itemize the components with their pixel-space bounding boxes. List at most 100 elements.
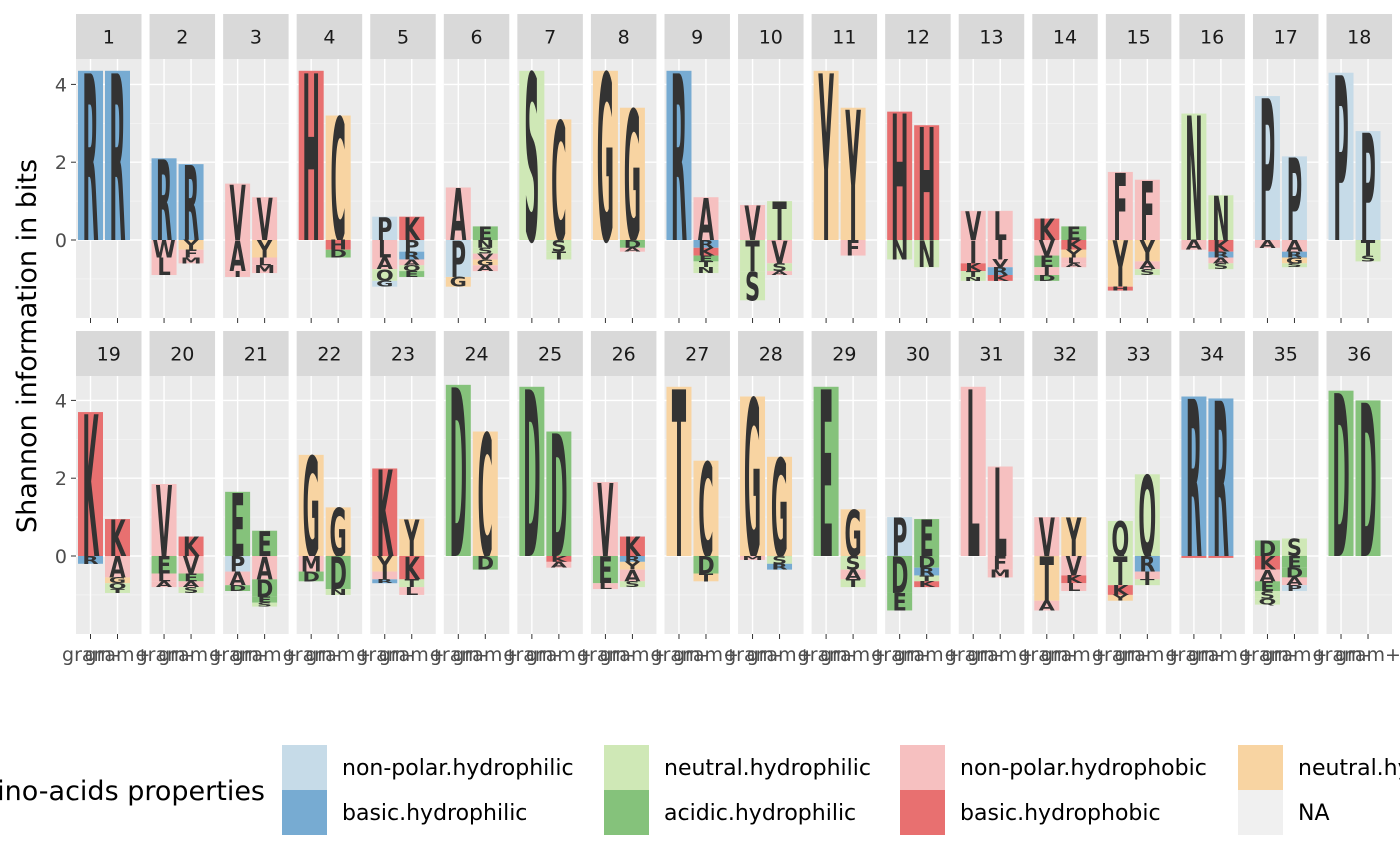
logo-letter: L (157, 254, 170, 281)
logo-letter: N (697, 266, 715, 275)
logo-letter: I (996, 235, 1004, 266)
logo-letter: V (744, 196, 761, 252)
logo-letter-bar (1134, 571, 1160, 580)
logo-letter-bar (987, 569, 1013, 578)
x-tick-label: gram+ (305, 644, 371, 666)
x-tick-label: gram- (503, 644, 560, 666)
legend-title: amino-acids properties (0, 776, 265, 807)
logo-letter: N (477, 238, 495, 250)
facet-panel: 12 HN HN (885, 14, 951, 323)
legend-key (900, 745, 945, 790)
legend: amino-acids properties non-polar.hydrophi… (0, 745, 1400, 835)
logo-letter: R (1186, 358, 1202, 609)
logo-letter-bar (1034, 267, 1060, 276)
logo-letter-bar (252, 530, 278, 556)
logo-letter-bar (1034, 275, 1060, 281)
logo-letter: D (624, 238, 641, 250)
logo-letter-bar (1134, 474, 1160, 556)
x-tick-label: gram+ (526, 644, 592, 666)
facet-strip-label: 1 (103, 27, 115, 49)
logo-letter: D (1259, 536, 1276, 561)
x-tick-label: gram+ (1335, 644, 1400, 666)
logo-letter-bar (1328, 72, 1354, 240)
x-tick-label: gram- (136, 644, 193, 666)
logo-letter-bar (1355, 400, 1381, 556)
logo-letter: Q (1138, 453, 1156, 582)
logo-letter-bar (325, 589, 351, 595)
logo-letter-bar (1355, 255, 1381, 262)
logo-letter: M (254, 264, 275, 276)
logo-letter: N (964, 276, 982, 282)
logo-letter: K (698, 246, 716, 258)
logo-letter-bar (960, 386, 986, 556)
logo-letter: G (450, 275, 467, 290)
logo-letter: G (330, 495, 347, 572)
logo-letter-bar (252, 602, 278, 607)
logo-letter-bar (472, 556, 498, 570)
logo-letter: R (1213, 359, 1229, 607)
logo-letter-bar (1034, 255, 1060, 268)
logo-letter: S (183, 586, 198, 595)
logo-letter-bar (619, 107, 645, 241)
legend-key (604, 745, 649, 790)
logo-letter-bar (225, 183, 251, 240)
logo-letter-bar (1254, 540, 1280, 556)
logo-letter-bar (178, 536, 204, 556)
logo-letter: A (477, 264, 494, 273)
logo-letter-bar (619, 240, 645, 248)
facet-strip (885, 14, 951, 59)
logo-letter-bar (1181, 240, 1207, 250)
logo-letter: E (699, 254, 713, 263)
logo-letter-bar (1061, 556, 1087, 576)
logo-letter: E (598, 550, 612, 593)
logo-letter: E (257, 525, 271, 565)
facet-panel: 7S CST (517, 14, 583, 323)
logo-letter-bar (887, 111, 913, 240)
facet-strip (1326, 331, 1393, 376)
facet-strip-label: 20 (170, 344, 194, 366)
legend-entry: non-polar.hydrophilic (282, 745, 574, 790)
logo-letter-bar (105, 519, 130, 556)
logo-letter-bar (1034, 240, 1060, 256)
logo-letter-bar (1281, 240, 1307, 252)
logo-letter-bar (546, 561, 572, 568)
facet-strip-label: 15 (1126, 27, 1150, 49)
logo-letter: G (1286, 256, 1303, 265)
facet-strip-label: 10 (759, 27, 783, 49)
logo-letter: K (1066, 574, 1084, 586)
logo-letter-bar (1034, 517, 1060, 556)
logo-letter-bar (1061, 249, 1087, 258)
logo-letter-bar (1254, 591, 1280, 599)
logo-letter: A (1066, 262, 1082, 268)
logo-letter: K (1259, 553, 1276, 574)
logo-letter: A (109, 551, 126, 584)
logo-letter: A (551, 560, 568, 569)
legend-label: basic.hydrophilic (342, 801, 527, 826)
facet-strip-label: 5 (397, 27, 409, 49)
logo-letter-bar (1107, 240, 1133, 287)
logo-letter-bar (914, 567, 940, 576)
logo-letter: T (919, 574, 934, 583)
logo-letter: L (1067, 256, 1080, 265)
logo-letter: C (551, 90, 566, 279)
logo-letter: A (1213, 256, 1230, 265)
logo-letter-bar (1134, 579, 1160, 586)
logo-letter-bar (298, 70, 324, 240)
x-tick-label: gram- (1165, 644, 1222, 666)
facet-strip-label: 8 (618, 27, 630, 49)
facet-strip (664, 14, 730, 59)
logo-letter: A (404, 258, 421, 267)
logo-letter-bar (151, 257, 177, 276)
logo-letter: Y (1111, 593, 1128, 602)
logo-letter-bar (372, 269, 398, 281)
logo-letter: Q (376, 267, 394, 285)
logo-letter-bar (546, 251, 572, 260)
logo-letter: Q (1111, 512, 1129, 568)
